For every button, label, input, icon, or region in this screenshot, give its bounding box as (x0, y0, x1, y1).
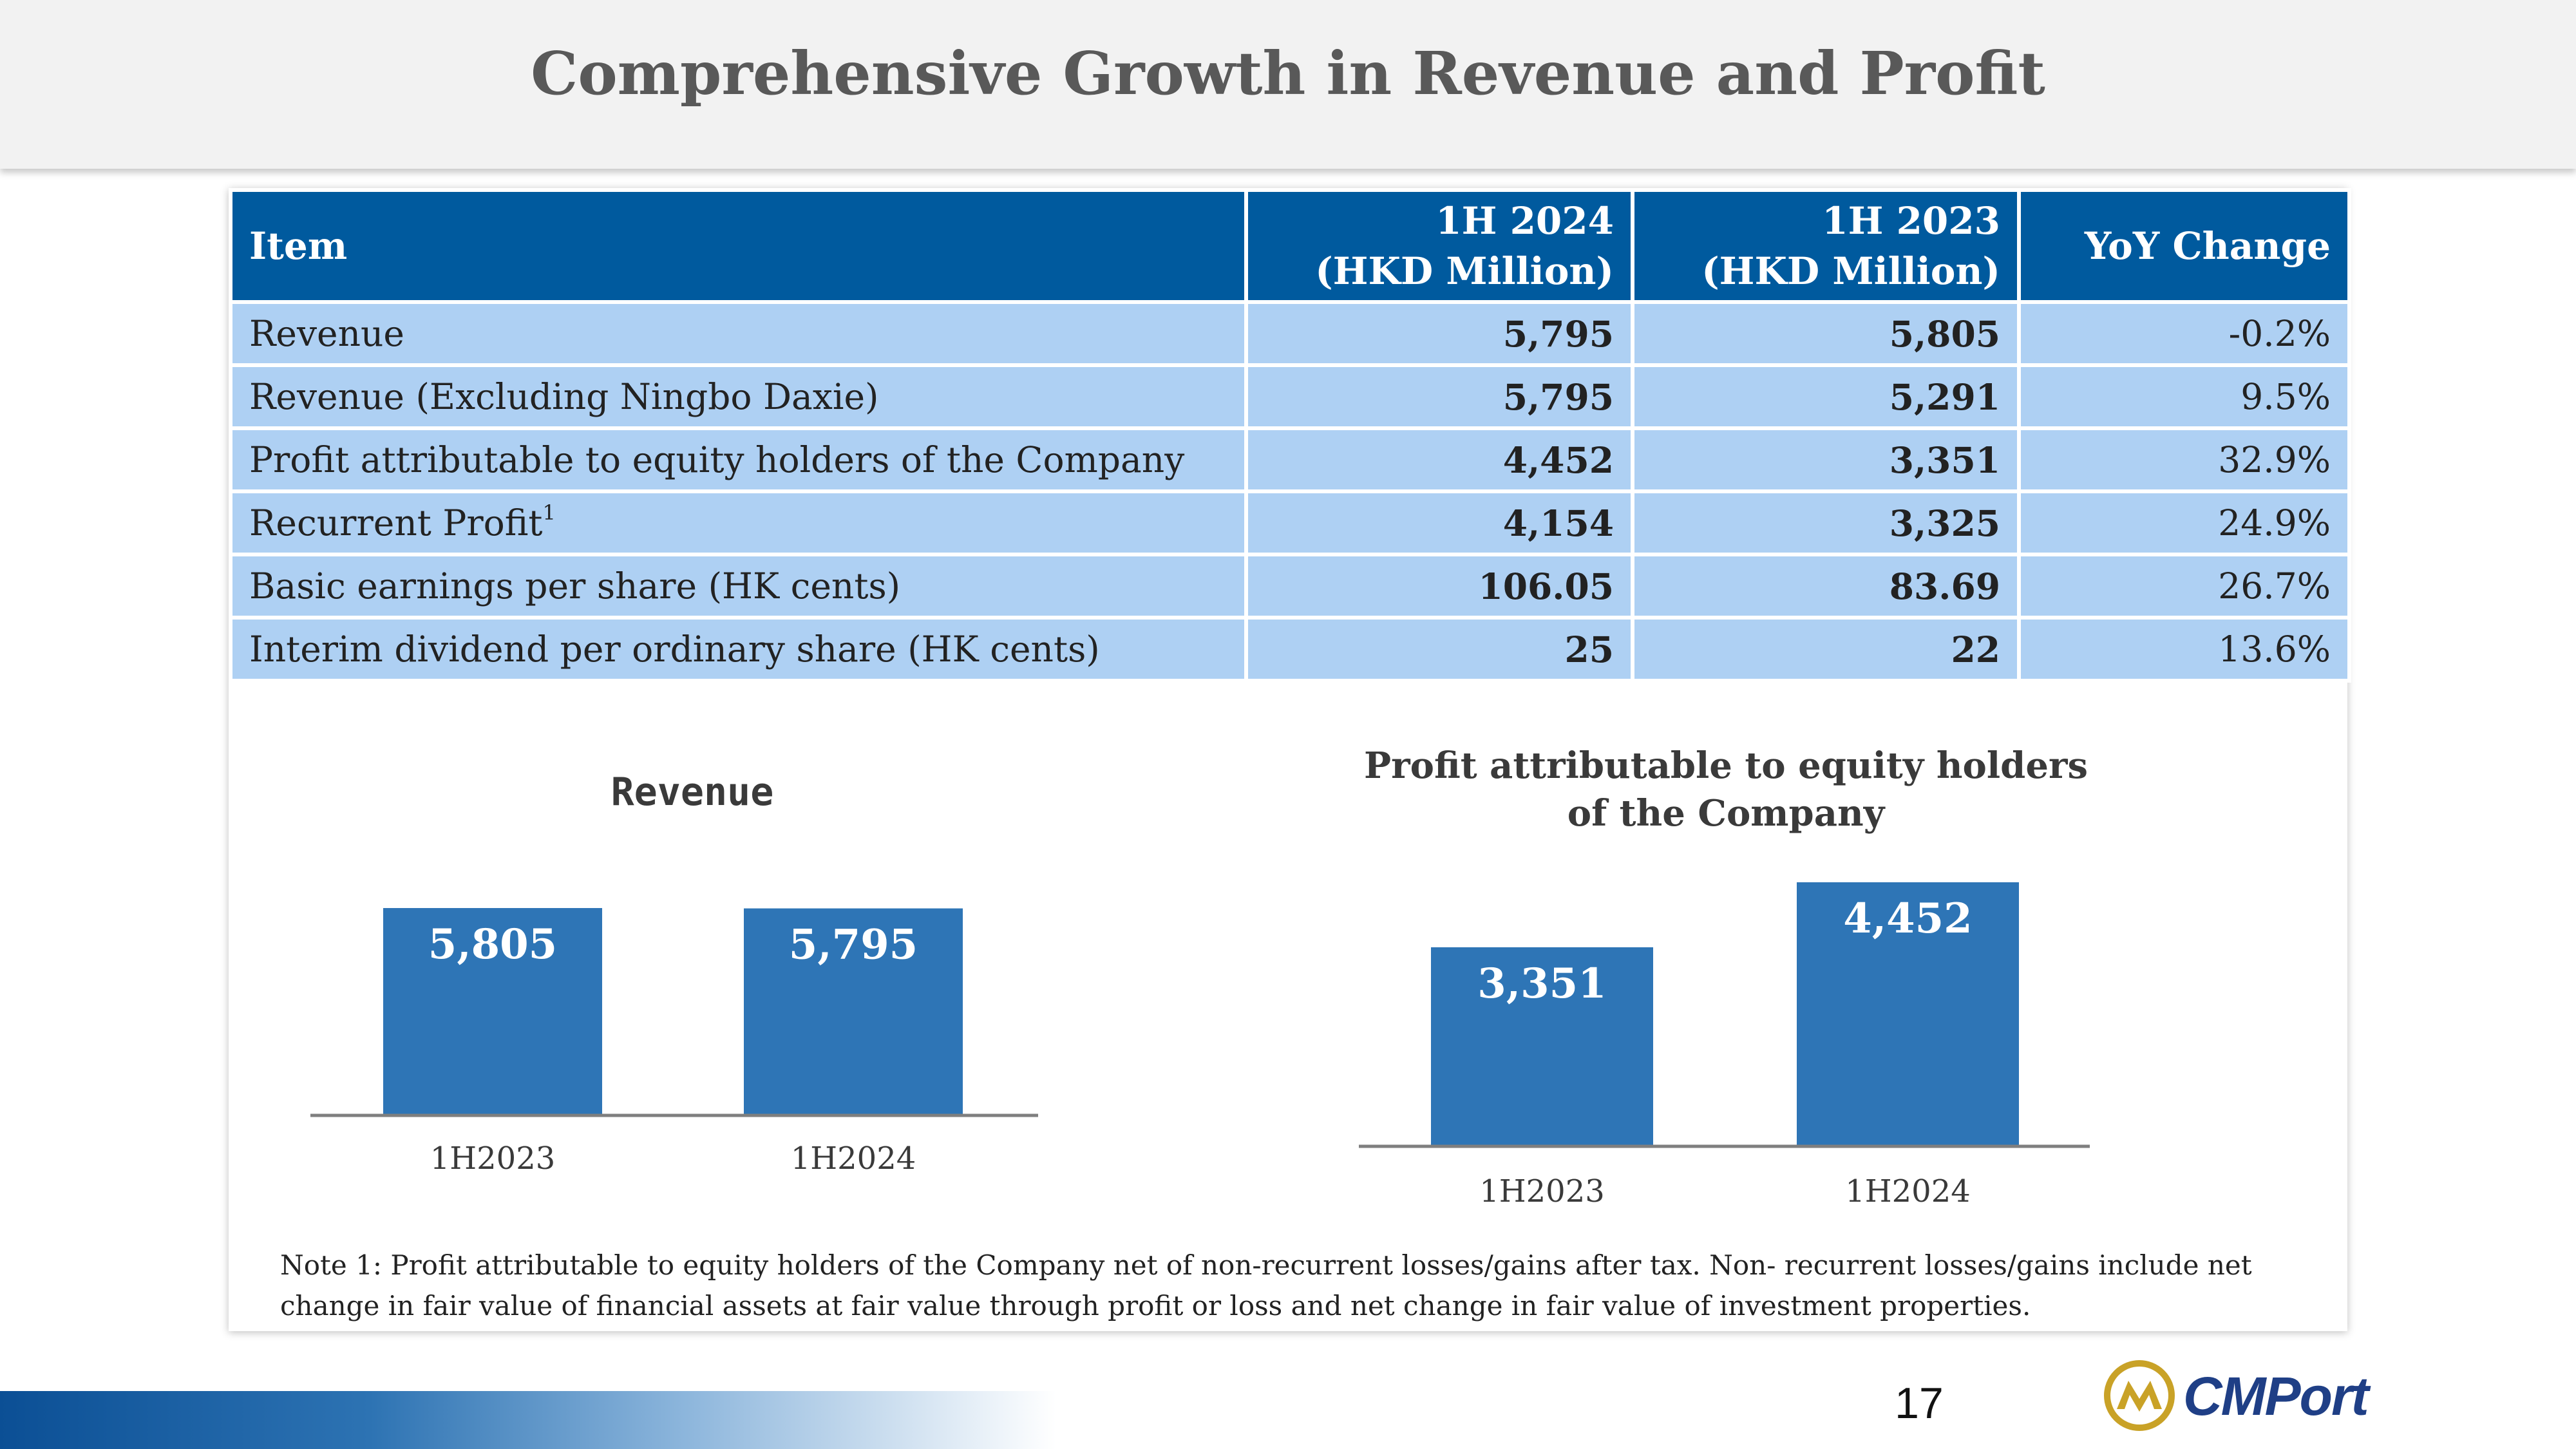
table-row: Interim dividend per ordinary share (HK … (229, 616, 2351, 683)
row-1h2024: 4,452 (1244, 426, 1634, 493)
row-1h2023: 5,291 (1631, 363, 2021, 430)
logo-text: CMPort (2183, 1366, 2369, 1426)
title-banner: Comprehensive Growth in Revenue and Prof… (0, 0, 2576, 169)
row-1h2024: 5,795 (1244, 363, 1634, 430)
table-row: Recurrent Profit1 4,154 3,325 24.9% (229, 489, 2351, 556)
revenue-bar-1H2024 (744, 908, 963, 1114)
revenue-bar-value-label: 5,805 (428, 920, 557, 969)
row-1h2023: 83.69 (1631, 553, 2021, 620)
header-item: Item (229, 188, 1248, 304)
revenue-bar-value-label: 5,795 (789, 921, 918, 969)
row-1h2024: 106.05 (1244, 553, 1634, 620)
row-yoy: -0.2% (2017, 300, 2351, 367)
row-yoy: 24.9% (2017, 489, 2351, 556)
row-item: Interim dividend per ordinary share (HK … (229, 616, 1248, 683)
row-item: Recurrent Profit1 (229, 489, 1248, 556)
header-1h2023: 1H 2023 (HKD Million) (1631, 188, 2021, 304)
page-title: Comprehensive Growth in Revenue and Prof… (531, 39, 2045, 108)
row-1h2023: 22 (1631, 616, 2021, 683)
footnote-marker: 1 (542, 500, 556, 525)
profit-bar-value-label: 3,351 (1477, 960, 1606, 1008)
company-logo: CMPort (2103, 1359, 2412, 1436)
row-item: Profit attributable to equity holders of… (229, 426, 1248, 493)
profit-chart-title: Profit attributable to equity holders of… (1364, 744, 2088, 835)
row-yoy: 13.6% (2017, 616, 2351, 683)
table-row: Profit attributable to equity holders of… (229, 426, 2351, 493)
footnote: Note 1: Profit attributable to equity ho… (280, 1249, 2252, 1321)
table-row: Basic earnings per share (HK cents) 106.… (229, 553, 2351, 620)
row-1h2024: 25 (1244, 616, 1634, 683)
table-row: Revenue 5,795 5,805 -0.2% (229, 300, 2351, 367)
table-row: Revenue (Excluding Ningbo Daxie) 5,795 5… (229, 363, 2351, 430)
profit-x-tick-label: 1H2023 (1479, 1173, 1605, 1209)
revenue-x-tick-label: 1H2024 (791, 1141, 916, 1177)
row-1h2024: 5,795 (1244, 300, 1634, 367)
row-item-label: Recurrent Profit (249, 502, 543, 544)
page-number: 17 (1895, 1379, 1944, 1428)
header-yoy-change: YoY Change (2017, 188, 2351, 304)
row-item: Basic earnings per share (HK cents) (229, 553, 1248, 620)
row-yoy: 32.9% (2017, 426, 2351, 493)
profit-bar-1H2024 (1797, 882, 2019, 1145)
row-item: Revenue (Excluding Ningbo Daxie) (229, 363, 1248, 430)
footer-gradient-bar (0, 1391, 1056, 1449)
revenue-bar-1H2023 (383, 908, 602, 1114)
row-1h2023: 3,325 (1631, 489, 2021, 556)
table-header-row: Item 1H 2024 (HKD Million) 1H 2023 (HKD Mi… (229, 188, 2351, 304)
row-1h2024: 4,154 (1244, 489, 1634, 556)
header-1h2024: 1H 2024 (HKD Million) (1244, 188, 1634, 304)
profit-bar-1H2023 (1431, 947, 1653, 1145)
revenue-chart-title: Revenue (611, 770, 774, 815)
profit-bar-value-label: 4,452 (1843, 895, 1972, 943)
row-item: Revenue (229, 300, 1248, 367)
profit-x-tick-label: 1H2024 (1845, 1173, 1971, 1209)
row-yoy: 9.5% (2017, 363, 2351, 430)
financial-summary-table: Item 1H 2024 (HKD Million) 1H 2023 (HKD Mi… (229, 188, 2351, 683)
revenue-x-tick-label: 1H2023 (430, 1141, 556, 1177)
cmport-logo-icon (2104, 1360, 2175, 1431)
row-yoy: 26.7% (2017, 553, 2351, 620)
row-1h2023: 3,351 (1631, 426, 2021, 493)
row-1h2023: 5,805 (1631, 300, 2021, 367)
